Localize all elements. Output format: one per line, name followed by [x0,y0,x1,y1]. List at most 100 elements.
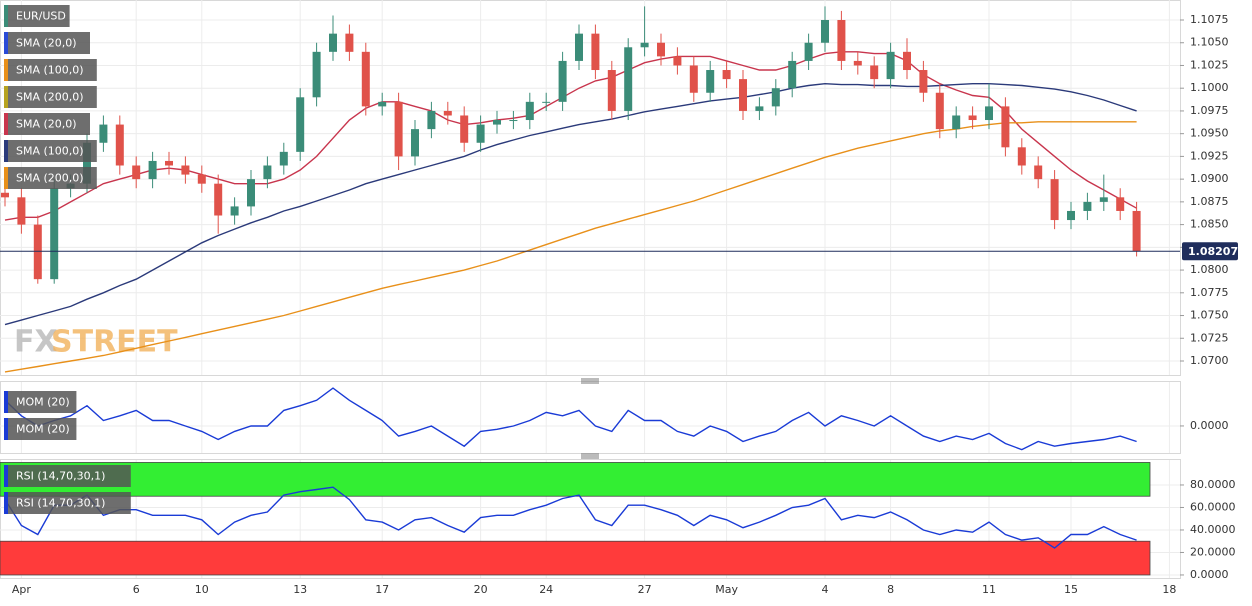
legend-box [4,59,97,81]
legend-label: RSI (14,70,30,1) [16,497,105,510]
legend-item[interactable]: MOM (20) [4,418,77,440]
candle-body [591,33,600,71]
x-tick-label: 17 [375,583,389,596]
legend-swatch [4,59,8,81]
rsi-zone [0,462,1151,497]
mom-panel [0,381,1181,454]
legend-item[interactable]: RSI (14,70,30,1) [4,492,131,514]
candle-body [804,42,813,61]
price-panel [0,0,1181,376]
candle-body [1116,197,1125,211]
y-tick-label: 1.0850 [1190,218,1229,231]
legend-item[interactable]: SMA (200,0) [4,167,97,189]
candle-body [689,65,698,93]
y-tick-label: 1.0775 [1190,286,1229,299]
y-tick-label: 1.0925 [1190,149,1229,162]
candle-body [968,115,977,121]
y-tick-label: 0.0000 [1190,419,1229,432]
watermark-street: STREET [51,325,178,360]
last-price-label: 1.08207 [1188,245,1238,258]
x-tick-label: 4 [822,583,829,596]
bands [0,462,1151,576]
legend-item[interactable]: RSI (14,70,30,1) [4,465,131,487]
legend-box [4,167,97,189]
candle-body [411,129,419,157]
legend-label: SMA (200,0) [16,172,84,185]
y-tick-label: 80.0000 [1190,478,1236,491]
candle-body [575,33,583,61]
x-tick-label: 24 [539,583,553,596]
candle-body [361,51,370,107]
legend-swatch [4,167,8,189]
legend-box [4,5,70,27]
candle-body [755,106,764,111]
y-tick-label: 1.1025 [1190,58,1229,71]
legend-item[interactable]: SMA (100,0) [4,140,97,162]
candle-body [345,33,354,52]
legend-swatch [4,32,8,54]
legend-item[interactable]: SMA (200,0) [4,86,97,108]
candle-body [132,165,141,180]
y-tick-label: 1.1075 [1190,13,1229,26]
candle-body [99,124,108,143]
candle-body [476,124,485,143]
candle-body [771,88,780,107]
candle-body [739,79,747,111]
y-tick-label: 1.0750 [1190,309,1229,322]
y-tick-label: 1.0950 [1190,127,1229,140]
candle-body [247,179,255,207]
candle-body [886,51,895,80]
candle-body [1050,179,1059,221]
legend-item[interactable]: SMA (100,0) [4,59,97,81]
legend-box [4,391,77,413]
x-tick-label: 13 [293,583,307,596]
candle-body [493,120,501,125]
candle-body [935,92,944,130]
y-tick-label: 1.0900 [1190,172,1229,185]
legend-label: SMA (100,0) [16,145,84,158]
series-line [4,82,1137,326]
legend-swatch [4,492,8,514]
legend-swatch [4,391,8,413]
candle-body [509,120,518,122]
candle-body [821,20,829,43]
candle-body [394,101,403,157]
legend-box [4,140,97,162]
legend-item[interactable]: SMA (20,0) [4,113,90,135]
legend-label: RSI (14,70,30,1) [16,470,105,483]
y-tick-label: 1.1050 [1190,36,1229,49]
series-line [4,121,1137,373]
x-tick-label: 10 [195,583,209,596]
x-tick-label: 6 [133,583,140,596]
series-line [4,486,1137,549]
candle-body [607,70,616,111]
indicator-lines [4,51,1137,549]
x-tick-label: 18 [1162,583,1176,596]
candle-body [165,160,173,166]
axes: Apr 6 10 13 17 20 24 27 May 4 8 11 15 18 1.0700 1.0725 1… [0,13,1238,596]
candle-body [263,165,272,180]
candle-body [296,97,305,152]
candle-body [115,124,124,166]
legend-item[interactable]: EUR/USD [4,5,70,27]
legend-item[interactable]: MOM (20) [4,391,77,413]
y-tick-label: 1.0975 [1190,104,1229,117]
candle-body [230,206,239,216]
y-tick-label: 1.0875 [1190,195,1229,208]
x-tick-label: May [715,583,738,596]
y-tick-label: 40.0000 [1190,523,1236,536]
legend-box [4,113,90,135]
candle-body [624,47,633,111]
panel-grip[interactable] [581,378,599,384]
candles [1,6,1141,284]
x-tick-label: Apr [12,583,32,596]
panel-grip[interactable] [581,453,599,459]
legend-label: SMA (20,0) [16,118,77,131]
candle-body [985,106,993,121]
candle-body [1017,147,1026,166]
legend-label: EUR/USD [16,10,66,23]
candle-body [853,60,862,66]
legend-item[interactable]: SMA (20,0) [4,32,90,54]
last-price-box [1182,242,1238,261]
